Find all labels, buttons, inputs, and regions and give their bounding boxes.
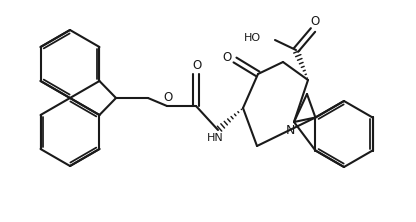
Text: O: O [163,91,173,103]
Text: HN: HN [207,133,224,143]
Text: O: O [192,59,202,71]
Text: O: O [310,14,319,28]
Text: HO: HO [244,33,261,43]
Text: N: N [285,123,295,137]
Text: O: O [223,50,232,63]
